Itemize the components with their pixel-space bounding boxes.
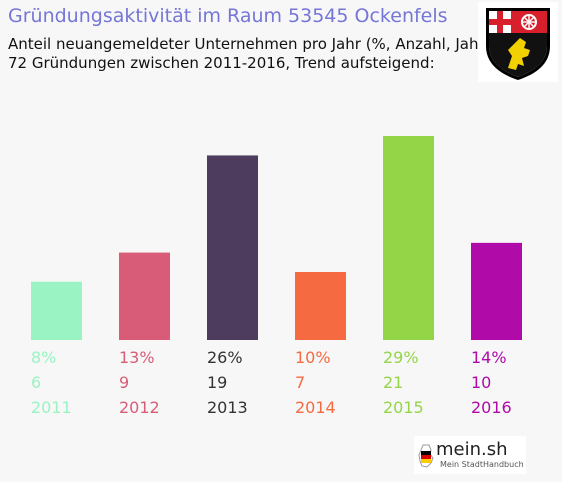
- bar-2014: [295, 272, 346, 340]
- bar-2012: [119, 252, 170, 340]
- percent-label-2016: 14%: [471, 348, 507, 367]
- percent-label-2013: 26%: [207, 348, 243, 367]
- bar-2015: [383, 136, 434, 340]
- percent-label-2015: 29%: [383, 348, 419, 367]
- count-label-2012: 9: [119, 373, 130, 392]
- chart-subtitle: Anteil neuangemeldeter Unternehmen pro J…: [8, 35, 491, 73]
- count-label-2013: 19: [207, 373, 228, 392]
- coat-of-arms-icon: [478, 2, 558, 82]
- subtitle-line-1: Anteil neuangemeldeter Unternehmen pro J…: [8, 35, 491, 53]
- percent-label-2014: 10%: [295, 348, 331, 367]
- subtitle-line-2: 72 Gründungen zwischen 2011-2016, Trend …: [8, 54, 435, 72]
- count-label-2011: 6: [31, 373, 42, 392]
- logo: mein.sh Mein StadtHandbuch: [414, 436, 526, 474]
- chart-title: Gründungsaktivität im Raum 53545 Ockenfe…: [8, 5, 448, 27]
- logo-text: mein.sh: [436, 439, 508, 460]
- year-label-2011: 2011: [31, 398, 72, 417]
- logo-subtext: Mein StadtHandbuch: [440, 460, 524, 469]
- year-label-2014: 2014: [295, 398, 336, 417]
- percent-label-2011: 8%: [31, 348, 57, 367]
- bar-2011: [31, 281, 82, 340]
- percent-label-2012: 13%: [119, 348, 155, 367]
- bar-2016: [471, 242, 522, 340]
- germany-map-icon: [418, 444, 434, 468]
- year-label-2012: 2012: [119, 398, 160, 417]
- year-label-2016: 2016: [471, 398, 512, 417]
- count-label-2014: 7: [295, 373, 306, 392]
- bar-2013: [207, 155, 258, 340]
- year-label-2013: 2013: [207, 398, 248, 417]
- count-label-2016: 10: [471, 373, 492, 392]
- count-label-2015: 21: [383, 373, 404, 392]
- year-label-2015: 2015: [383, 398, 424, 417]
